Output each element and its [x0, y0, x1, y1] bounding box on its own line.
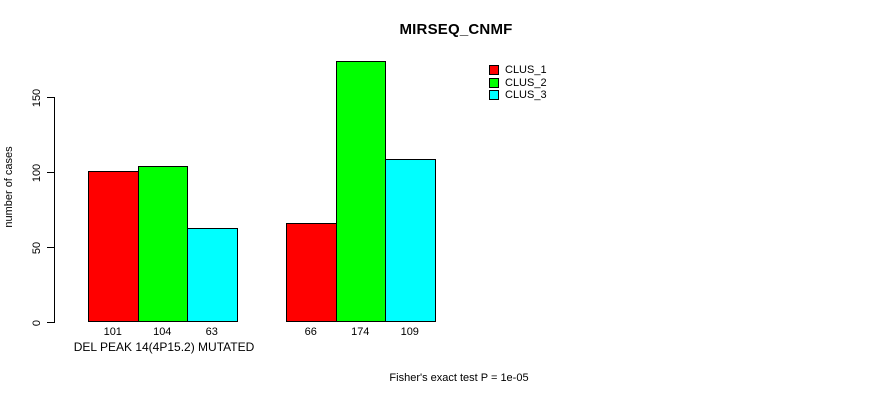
- bar-value-label: 101: [103, 326, 122, 338]
- footer-annotation: Fisher's exact test P = 1e-05: [389, 372, 529, 384]
- legend-item-clus_3: CLUS_3: [489, 89, 547, 102]
- bar-value-label: 66: [304, 326, 317, 338]
- legend-swatch-icon: [489, 65, 499, 76]
- y-axis-tick-label: 0: [31, 319, 43, 326]
- bar-clus_1-group2: [286, 223, 337, 322]
- bar-clus_3-group1: [187, 227, 238, 322]
- bar-value-label: 174: [351, 326, 370, 338]
- y-axis-tick: [47, 97, 55, 98]
- y-axis-tick-label: 50: [31, 241, 43, 254]
- bar-value-label: 109: [400, 326, 419, 338]
- legend: CLUS_1 CLUS_2 CLUS_3: [489, 64, 547, 102]
- x-axis-group-label: DEL PEAK 14(4P15.2) MUTATED: [73, 340, 255, 354]
- y-axis-tick-label: 150: [31, 88, 43, 107]
- y-axis-tick: [47, 172, 55, 173]
- y-axis-tick: [47, 247, 55, 248]
- chart-title: MIRSEQ_CNMF: [399, 21, 513, 38]
- legend-swatch-icon: [489, 90, 499, 101]
- legend-label: CLUS_2: [505, 76, 547, 89]
- legend-item-clus_2: CLUS_2: [489, 77, 547, 90]
- legend-swatch-icon: [489, 77, 499, 88]
- legend-label: CLUS_1: [505, 64, 547, 77]
- legend-label: CLUS_3: [505, 89, 547, 102]
- bar-clus_2-group2: [335, 61, 386, 322]
- y-axis-tick-label: 100: [31, 163, 43, 182]
- y-axis-line: [54, 97, 55, 323]
- legend-item-clus_1: CLUS_1: [489, 64, 547, 77]
- bar-value-label: 63: [205, 326, 218, 338]
- y-axis-tick: [47, 322, 55, 323]
- bar-clus_2-group1: [137, 166, 188, 322]
- bar-clus_3-group2: [385, 158, 436, 322]
- bar-clus_1-group1: [88, 170, 139, 322]
- y-axis-label: number of cases: [3, 146, 15, 228]
- bar-value-label: 104: [153, 326, 172, 338]
